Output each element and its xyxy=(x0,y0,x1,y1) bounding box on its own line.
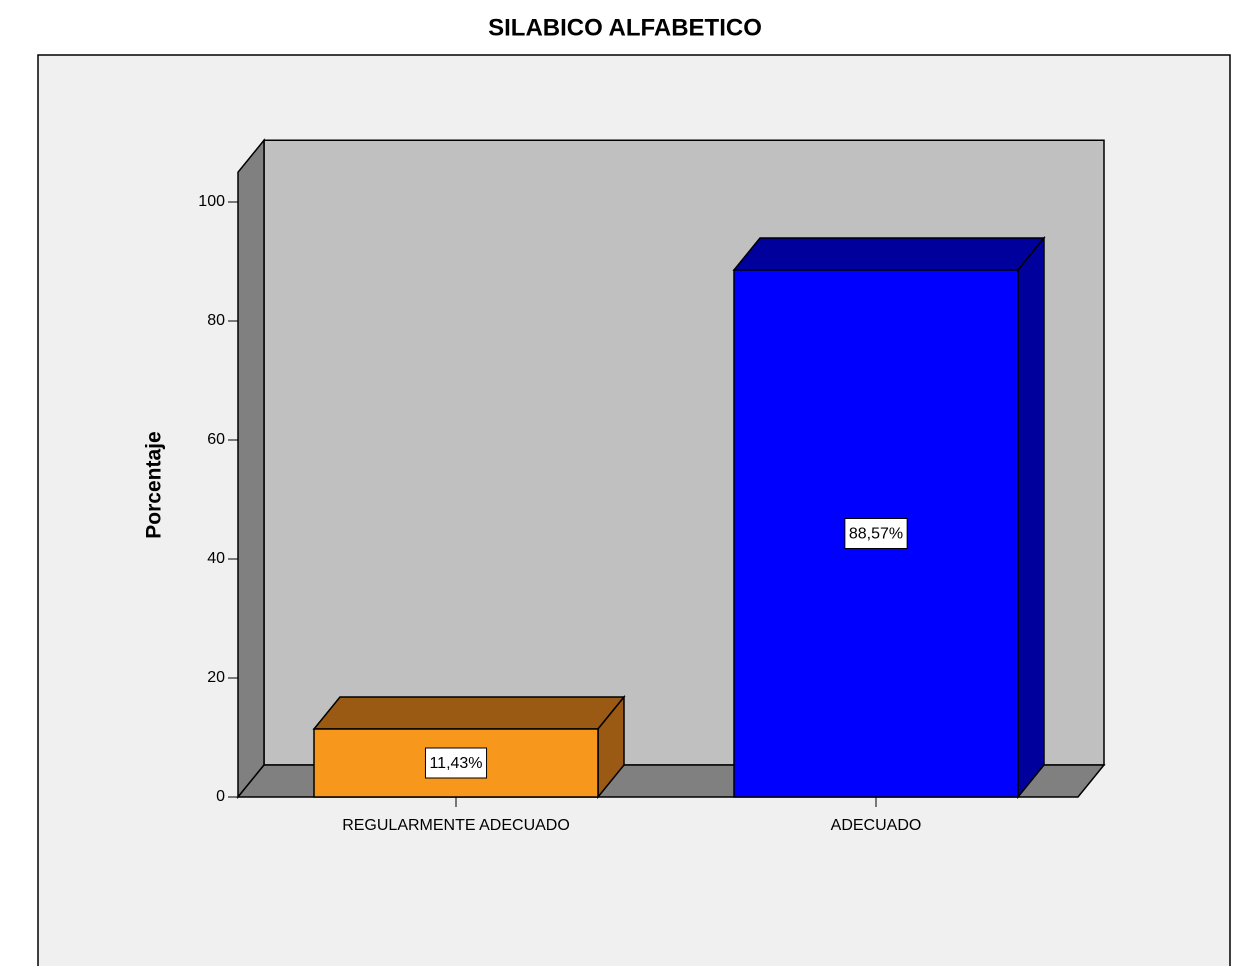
y-tick-label: 60 xyxy=(207,431,225,448)
value-label-box xyxy=(844,518,908,550)
bar-top xyxy=(732,237,1046,271)
bar-side xyxy=(1017,235,1045,800)
y-tick-label: 40 xyxy=(207,550,225,567)
y-tick-label: 20 xyxy=(207,669,225,686)
left-wall xyxy=(237,138,265,800)
y-tick-label: 100 xyxy=(198,193,225,210)
value-label: 11,43% xyxy=(429,755,482,772)
value-label-box xyxy=(424,747,488,779)
y-axis-label: Porcentaje xyxy=(143,431,166,538)
y-tick-label: 80 xyxy=(207,312,225,329)
x-tick-label: REGULARMENTE ADECUADO xyxy=(342,817,570,834)
bar-top xyxy=(312,696,626,730)
value-label: 88,57% xyxy=(849,526,903,543)
x-tick-label: ADECUADO xyxy=(831,817,922,834)
y-tick-label: 0 xyxy=(216,788,225,805)
chart-title: SILABICO ALFABETICO xyxy=(488,14,762,41)
